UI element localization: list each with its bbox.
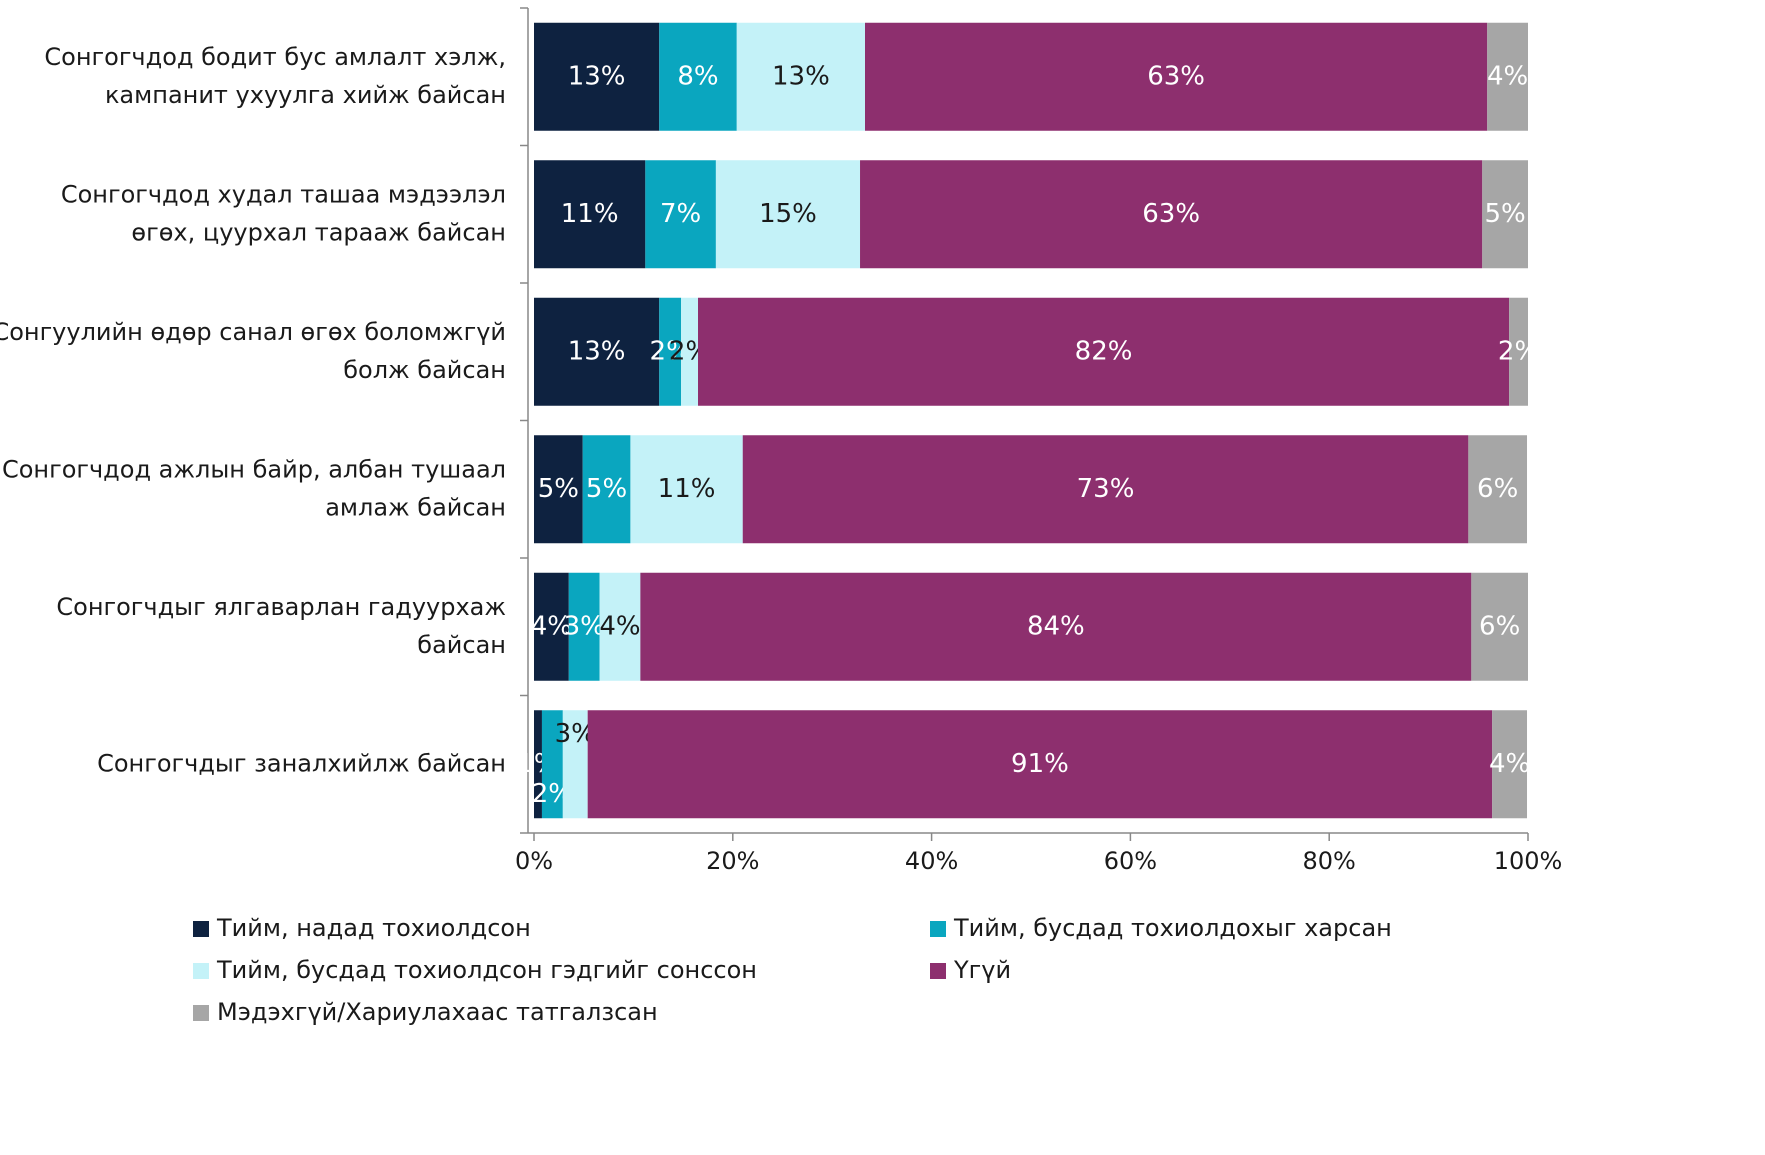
category-label: Сонгогчдод ажлын байр, албан тушаал амлаж… — [2, 455, 506, 521]
x-tick-label: 20% — [706, 847, 759, 875]
data-label: 11% — [561, 199, 619, 229]
bar-segment — [1482, 160, 1528, 269]
bar-segment — [568, 572, 600, 681]
data-label: 13% — [568, 336, 626, 366]
x-tick-label: 80% — [1303, 847, 1356, 875]
data-label: 3% — [564, 611, 605, 641]
data-label: 5% — [1485, 199, 1526, 229]
legend-swatch — [193, 1005, 209, 1021]
bar-segment — [659, 22, 737, 131]
bar-segment — [1509, 297, 1528, 406]
bar-segment — [534, 297, 660, 406]
bar-segment — [1471, 572, 1528, 681]
legend-swatch — [193, 963, 209, 979]
bar-segment — [742, 435, 1469, 544]
bar-segment — [865, 22, 1488, 131]
data-label: 5% — [586, 474, 627, 504]
category-label: Сонгогчдыг заналхийлж байсан — [97, 749, 506, 777]
data-label: 13% — [568, 61, 626, 91]
legend-swatch — [930, 963, 946, 979]
data-label: 8% — [677, 61, 718, 91]
bar-segment — [1487, 22, 1528, 131]
data-label: 91% — [1011, 749, 1069, 779]
data-label: 4% — [531, 611, 572, 641]
x-tick-label: 60% — [1104, 847, 1157, 875]
bar-segment — [541, 710, 563, 819]
bar-segment — [587, 710, 1493, 819]
bar-segment — [640, 572, 1472, 681]
x-tick-label: 100% — [1494, 847, 1563, 875]
bar-segment — [715, 160, 861, 269]
bar-segment — [599, 572, 641, 681]
bar-segment — [659, 297, 682, 406]
bar-segment — [562, 710, 588, 819]
data-label: 5% — [538, 474, 579, 504]
bar-segment — [736, 22, 866, 131]
legend-swatch — [193, 921, 209, 937]
data-label: 4% — [1489, 749, 1530, 779]
category-label: Сонгуулийн өдөр санал өгөх боломжгүй болж… — [0, 318, 506, 384]
data-label: 11% — [658, 474, 716, 504]
bar-segment — [698, 297, 1510, 406]
category-label: Сонгогчдыг ялгаварлан гадуурхаж байсан — [56, 593, 506, 659]
x-tick-label: 40% — [905, 847, 958, 875]
legend-label: Мэдэхгүй/Хариулахаас татгалзсан — [217, 998, 658, 1026]
bar-segment — [860, 160, 1483, 269]
bar-segment — [645, 160, 716, 269]
bar-segment — [1468, 435, 1528, 544]
data-label: 82% — [1075, 336, 1133, 366]
bar-segment — [681, 297, 699, 406]
bar-segment — [630, 435, 743, 544]
bar-segment — [534, 160, 646, 269]
bar-segment — [534, 710, 542, 819]
data-label: 4% — [599, 611, 640, 641]
data-label: 6% — [1477, 474, 1518, 504]
data-label: 63% — [1147, 61, 1205, 91]
data-label: 7% — [660, 199, 701, 229]
bar-segment — [534, 22, 660, 131]
legend-label: Тийм, бусдад тохиолдохыг харсан — [953, 914, 1392, 942]
data-label: 4% — [1487, 61, 1528, 91]
data-label: 13% — [772, 61, 830, 91]
bar-segment — [534, 572, 569, 681]
bar-segment — [1492, 710, 1528, 819]
data-label: 15% — [759, 199, 817, 229]
data-label: 84% — [1027, 611, 1085, 641]
legend-label: Тийм, надад тохиолдсон — [216, 914, 531, 942]
legend-label: Үгүй — [953, 956, 1011, 984]
bar-segment — [534, 435, 583, 544]
category-label: Сонгогчдод худал ташаа мэдээлэл өгөх, цуу… — [61, 180, 506, 246]
data-label: 2% — [1498, 336, 1539, 366]
data-label: 73% — [1077, 474, 1135, 504]
legend-swatch — [930, 921, 946, 937]
data-label: 6% — [1479, 611, 1520, 641]
x-tick-label: 0% — [515, 847, 553, 875]
bar-segment — [582, 435, 631, 544]
category-label: Сонгогчдод бодит бус амлалт хэлж, кампани… — [44, 43, 506, 109]
legend-label: Тийм, бусдад тохиолдсон гэдгийг сонссон — [216, 956, 757, 984]
data-label: 63% — [1142, 199, 1200, 229]
